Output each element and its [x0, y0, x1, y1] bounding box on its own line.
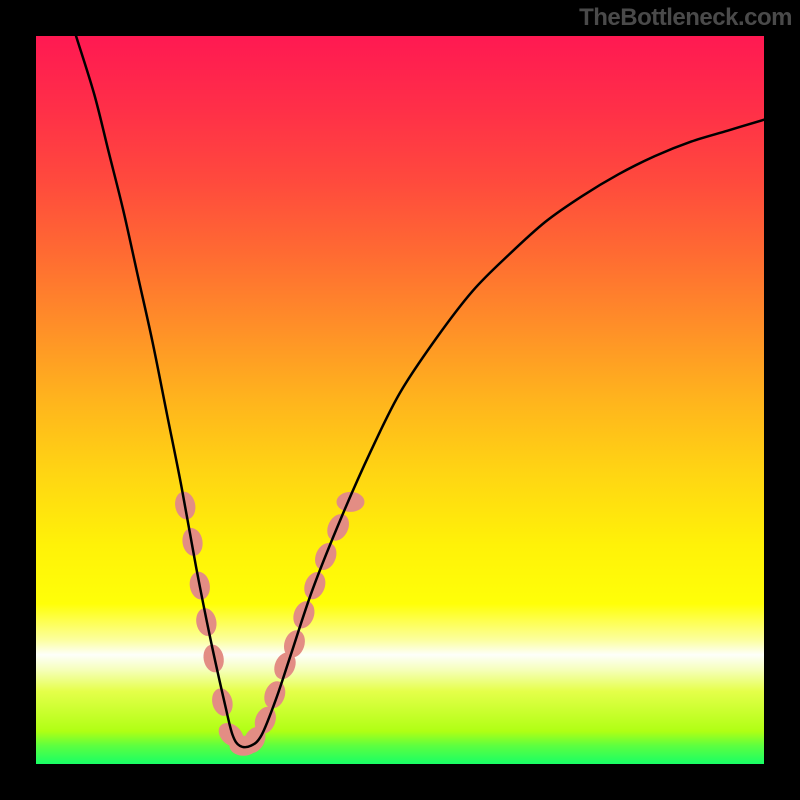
curve-overlay	[36, 36, 764, 764]
root-container: TheBottleneck.com	[0, 0, 800, 800]
curve-marker	[261, 678, 289, 711]
watermark-text: TheBottleneck.com	[579, 4, 792, 32]
plot-area	[36, 36, 764, 764]
bottleneck-curve	[76, 36, 764, 747]
